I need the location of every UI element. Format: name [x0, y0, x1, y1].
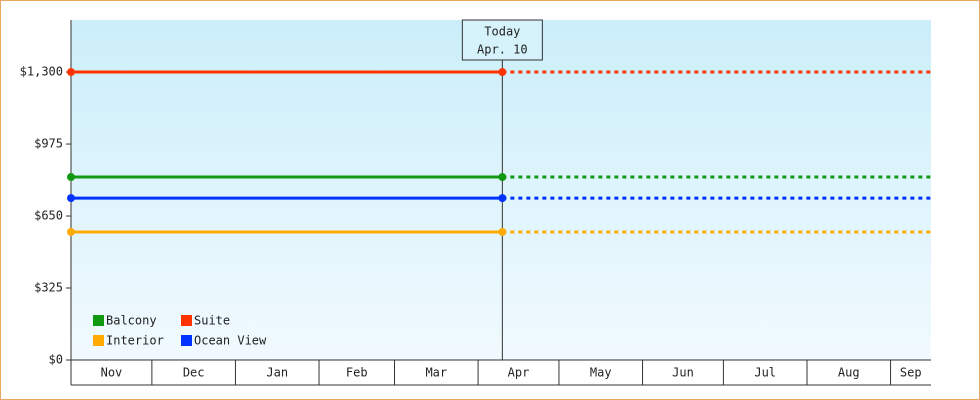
point — [498, 68, 507, 77]
point — [67, 173, 75, 182]
x-tick-label: Jun — [672, 366, 694, 380]
x-tick-label: Jan — [266, 366, 288, 380]
x-tick-label: Jul — [754, 366, 776, 380]
y-tick-label: $1,300 — [20, 65, 63, 79]
point — [67, 227, 75, 236]
legend-swatch — [93, 315, 104, 326]
point — [498, 194, 507, 203]
x-tick-label: Dec — [183, 366, 205, 380]
x-tick-label: Aug — [838, 366, 860, 380]
legend-swatch — [181, 315, 192, 326]
y-tick-label: $325 — [34, 281, 63, 295]
today-box — [461, 19, 543, 61]
point — [498, 227, 507, 236]
legend-label: Balcony — [106, 314, 157, 328]
x-tick-label: Nov — [101, 366, 123, 380]
x-tick-label: Mar — [425, 366, 447, 380]
legend-swatch — [93, 335, 104, 346]
point — [67, 68, 75, 77]
y-tick-label: $0 — [49, 353, 63, 367]
x-tick-label: Apr — [508, 366, 530, 380]
today-date: Apr. 10 — [477, 43, 528, 57]
plot-area — [71, 20, 931, 360]
x-tick-label: Sep — [900, 366, 922, 380]
y-tick-label: $650 — [34, 209, 63, 223]
legend-label: Suite — [194, 314, 230, 328]
legend-label: Ocean View — [194, 334, 267, 348]
x-tick-label: Feb — [346, 366, 368, 380]
point — [498, 173, 507, 182]
y-tick-label: $975 — [34, 137, 63, 151]
point — [67, 194, 75, 203]
legend-swatch — [181, 335, 192, 346]
today-label: Today — [484, 25, 520, 39]
x-tick-label: May — [590, 366, 612, 380]
legend-label: Interior — [106, 334, 164, 348]
